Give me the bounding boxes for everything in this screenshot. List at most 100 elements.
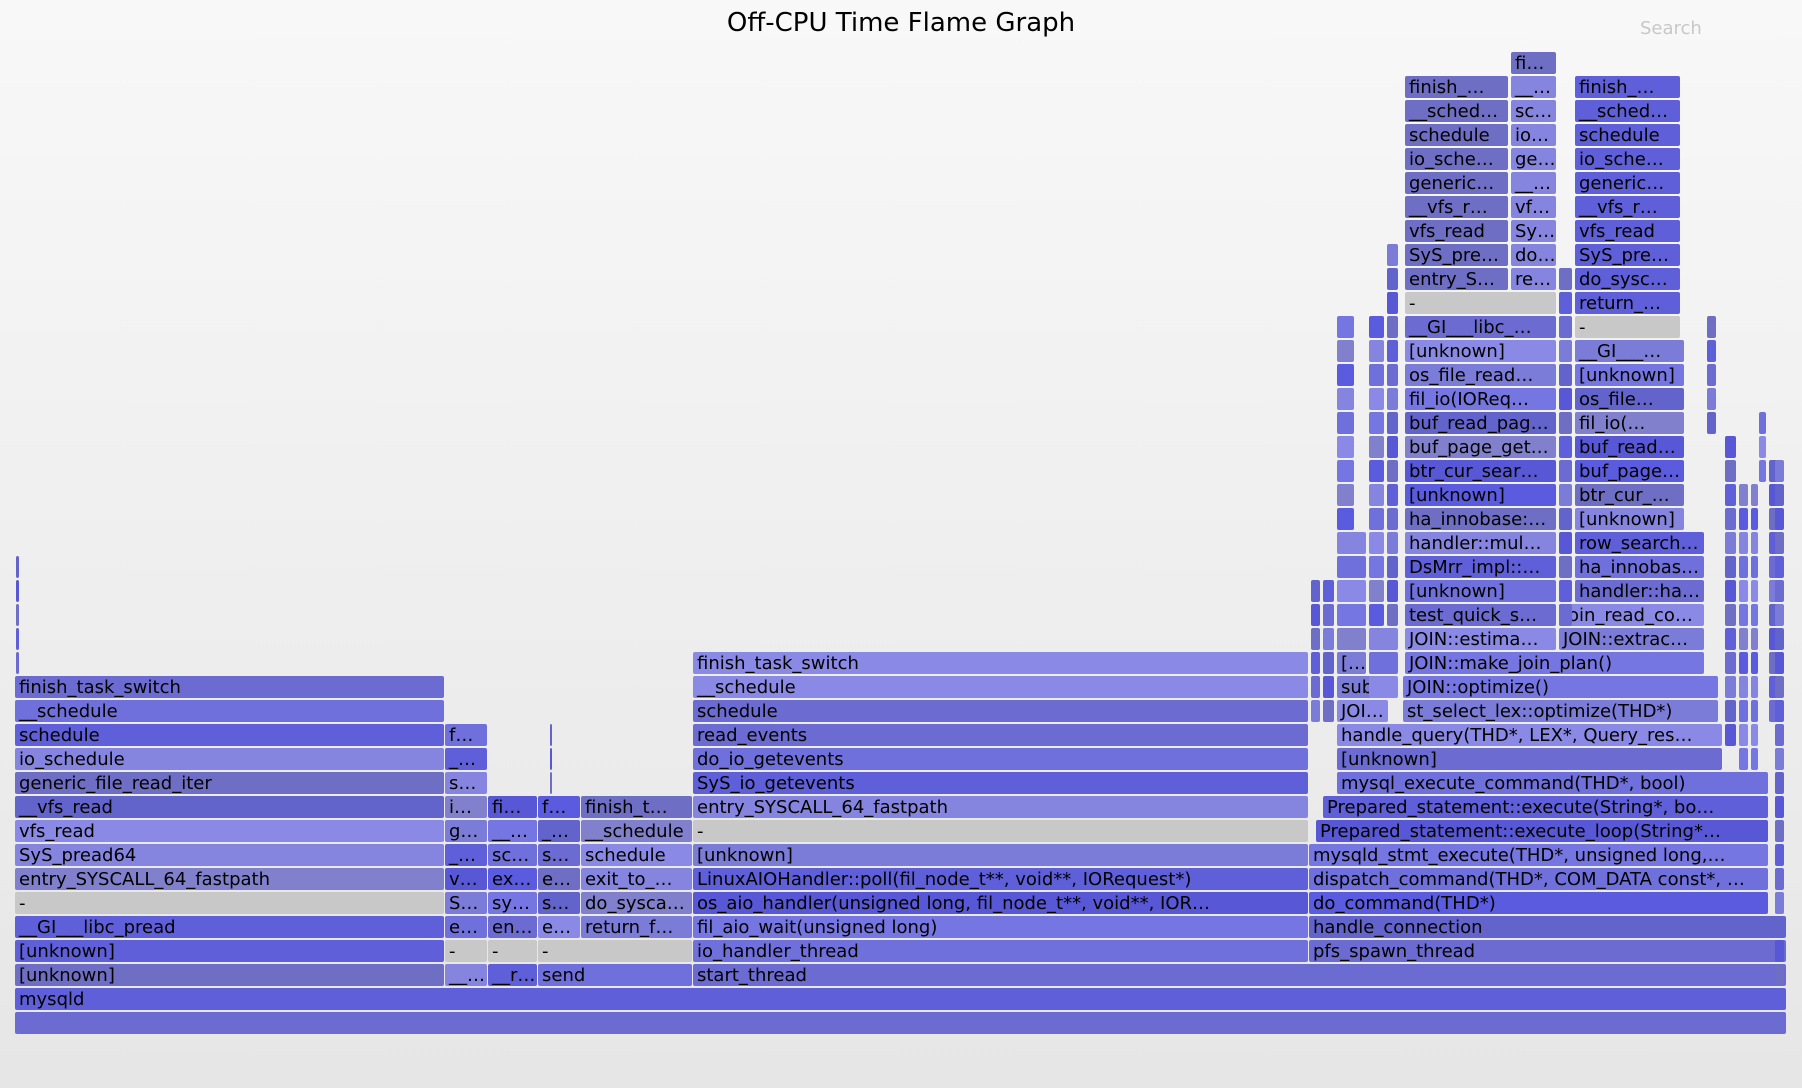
flame-frame[interactable]: ex…ex… [488,868,537,890]
flame-frame-rect[interactable] [1309,844,1768,866]
flame-frame-rect[interactable] [1311,580,1320,602]
flame-frame-rect[interactable] [1337,364,1354,386]
flame-frame-rect[interactable] [1725,628,1736,650]
flame-frame-rect[interactable] [445,724,487,746]
flame-frame[interactable] [1311,700,1320,722]
flame-frame-rect[interactable] [1511,268,1556,290]
flame-frame-rect[interactable] [1559,412,1572,434]
flame-frame[interactable] [1337,364,1354,386]
flame-frame-rect[interactable] [1739,532,1748,554]
flame-frame[interactable]: -- [1405,292,1556,314]
flame-frame[interactable]: JOIN::estima…JOIN::estima… [1405,628,1556,650]
flame-frame[interactable]: read_eventsread_events [693,724,1308,746]
flame-frame-rect[interactable] [1337,388,1354,410]
flame-frame[interactable] [1369,676,1398,698]
flame-frame-rect[interactable] [1369,364,1384,386]
flame-frame-rect[interactable] [1575,508,1684,530]
flame-frame-rect[interactable] [16,652,19,674]
flame-frame-rect[interactable] [1559,604,1572,626]
flame-frame-rect[interactable] [1369,556,1384,578]
flame-frame-rect[interactable] [1511,244,1556,266]
flame-frame[interactable]: mysqld_stmt_execute(THD*, unsigned long,… [1309,844,1768,866]
flame-frame[interactable]: DsMrr_impl::…DsMrr_impl::… [1405,556,1556,578]
flame-frame-rect[interactable] [1707,340,1716,362]
flame-frame[interactable] [1369,580,1384,602]
flame-frame[interactable]: exit_to_…exit_to_… [581,868,692,890]
flame-frame[interactable] [1775,484,1784,506]
flame-frame[interactable] [1323,652,1334,674]
flame-frame[interactable] [1759,460,1766,482]
flame-frame-rect[interactable] [1405,388,1556,410]
flame-frame-rect[interactable] [1337,316,1354,338]
flame-frame-rect[interactable] [1387,316,1398,338]
flame-frame[interactable] [1775,892,1784,914]
flame-frame-rect[interactable] [1559,364,1572,386]
flame-frame-rect[interactable] [1405,124,1508,146]
flame-frame-rect[interactable] [1405,244,1508,266]
flame-frame[interactable] [1775,748,1784,770]
flame-frame-rect[interactable] [1387,604,1398,626]
flame-frame[interactable]: e…e… [538,868,580,890]
flame-frame-rect[interactable] [1775,916,1784,938]
flame-frame-rect[interactable] [1369,436,1384,458]
flame-frame-rect[interactable] [1575,148,1680,170]
flame-frame[interactable] [1369,388,1384,410]
flame-frame-rect[interactable] [1387,340,1398,362]
flame-frame-rect[interactable] [1405,604,1556,626]
flame-frame-rect[interactable] [1387,412,1398,434]
flame-frame[interactable] [1775,652,1784,674]
flame-frame-rect[interactable] [538,844,580,866]
search-button[interactable]: Search [1640,18,1702,39]
flame-frame-rect[interactable] [1739,676,1748,698]
flame-frame-rect[interactable] [1405,508,1556,530]
flame-frame-rect[interactable] [1575,460,1684,482]
flame-frame-rect[interactable] [1511,196,1556,218]
flame-frame[interactable] [1387,412,1398,434]
flame-frame-rect[interactable] [1323,676,1334,698]
flame-frame-rect[interactable] [1575,364,1684,386]
flame-frame-rect[interactable] [1739,748,1748,770]
flame-frame-rect[interactable] [1337,772,1768,794]
flame-frame-rect[interactable] [1739,628,1748,650]
flame-frame[interactable]: g…g… [445,820,487,842]
flame-frame[interactable] [1707,340,1716,362]
flame-frame-rect[interactable] [693,748,1308,770]
flame-frame-rect[interactable] [1739,556,1748,578]
flame-frame[interactable] [1559,580,1572,602]
flame-frame-rect[interactable] [1311,676,1320,698]
flame-frame-rect[interactable] [1559,460,1572,482]
flame-frame[interactable]: -- [693,820,1308,842]
flame-frame-rect[interactable] [1751,700,1758,722]
flame-frame[interactable] [1559,388,1572,410]
flame-frame[interactable] [1559,292,1572,314]
flame-frame[interactable] [1387,532,1398,554]
flame-frame[interactable] [1323,700,1334,722]
flame-frame-rect[interactable] [1405,412,1556,434]
flame-frame-rect[interactable] [1725,580,1736,602]
flame-frame-rect[interactable] [1775,868,1784,890]
flame-frame[interactable] [1775,676,1784,698]
flame-frame-rect[interactable] [1725,676,1736,698]
flame-frame-rect[interactable] [1337,604,1366,626]
flame-frame-rect[interactable] [1775,796,1784,818]
flame-frame-rect[interactable] [1739,724,1748,746]
flame-frame[interactable] [1559,436,1572,458]
flame-frame-rect[interactable] [488,820,537,842]
flame-frame-rect[interactable] [1387,292,1398,314]
flame-frame[interactable]: fil_io(IOReq…fil_io(IOReq… [1405,388,1556,410]
flame-frame[interactable]: vfs_readvfs_read [1405,220,1508,242]
flame-frame[interactable] [550,772,552,794]
flame-frame-rect[interactable] [1369,580,1384,602]
flame-frame-rect[interactable] [1405,172,1508,194]
flame-frame-rect[interactable] [1323,604,1334,626]
flame-frame[interactable] [1751,628,1758,650]
flame-frame-rect[interactable] [1751,580,1758,602]
flame-frame[interactable] [1725,604,1736,626]
flame-frame[interactable] [1751,484,1758,506]
flame-frame[interactable] [1775,508,1784,530]
flame-frame-rect[interactable] [1751,652,1758,674]
flame-frame-rect[interactable] [1369,628,1398,650]
flame-frame-rect[interactable] [1559,484,1572,506]
flame-frame-rect[interactable] [1575,292,1680,314]
flame-frame[interactable] [1387,556,1398,578]
